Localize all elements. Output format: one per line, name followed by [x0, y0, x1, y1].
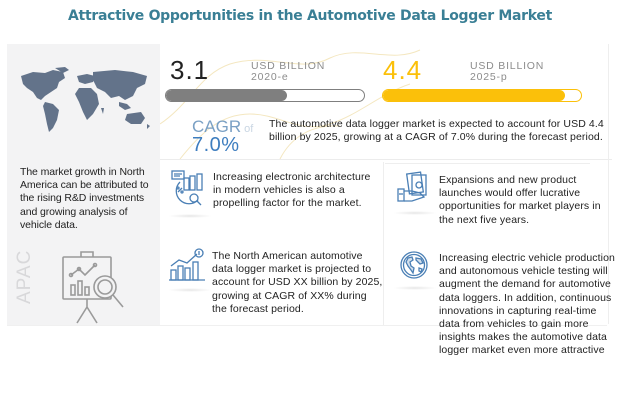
cagr-description: The automotive data logger market is exp…: [269, 118, 604, 144]
world-map-icon: [21, 67, 150, 132]
forecast-unit: USD BILLION 2025-p: [470, 61, 544, 83]
growth-chart-dollar-icon: [169, 248, 205, 281]
card-text: Increasing electronic architecture in mo…: [213, 171, 371, 210]
region-label-text: APAC: [14, 249, 35, 304]
cagr-label: CAGR of: [192, 117, 253, 137]
background-swirl: [160, 49, 421, 159]
forecast-year: 2025-p: [470, 71, 508, 83]
cagr-label-text: CAGR: [192, 117, 242, 136]
market-size-card: [160, 44, 612, 160]
icon-shadow: [393, 286, 437, 290]
card-text: Increasing electric vehicle production a…: [439, 252, 615, 357]
cagr-of-text: of: [244, 123, 254, 135]
money-hand-icon: [397, 171, 427, 202]
left-panel: The market growth in North America can b…: [7, 44, 160, 325]
forecast-progress-bar: [382, 89, 582, 102]
current-unit-label: USD BILLION: [251, 60, 326, 72]
globe-icon: [400, 251, 428, 279]
presentation-analysis-icon: [62, 251, 124, 324]
forecast-unit-label: USD BILLION: [470, 60, 545, 72]
current-progress-fill: [166, 90, 287, 101]
current-unit: USD BILLION 2020-e: [251, 61, 325, 83]
bottom-border: [7, 325, 607, 326]
forecast-progress-fill: [383, 90, 566, 101]
current-value: 3.1: [170, 55, 210, 85]
page-title: Attractive Opportunities in the Automoti…: [68, 8, 552, 24]
analytics-icon: [171, 170, 203, 206]
region-label: APAC: [14, 244, 35, 304]
column-divider: [383, 162, 384, 325]
icon-shadow: [168, 214, 212, 218]
icon-shadow: [168, 288, 212, 292]
icon-shadow: [393, 211, 437, 215]
forecast-value: 4.4: [383, 55, 423, 85]
right-border: [608, 44, 609, 324]
card-text: Expansions and new product launches woul…: [439, 174, 601, 226]
left-panel-text: The market growth in North America can b…: [20, 166, 149, 231]
card-top-border: [385, 163, 590, 164]
current-progress-bar: [165, 89, 365, 102]
cagr-value: 7.0%: [192, 134, 240, 156]
current-year: 2020-e: [251, 71, 289, 83]
card-text: The North American automotive data logge…: [212, 250, 383, 315]
